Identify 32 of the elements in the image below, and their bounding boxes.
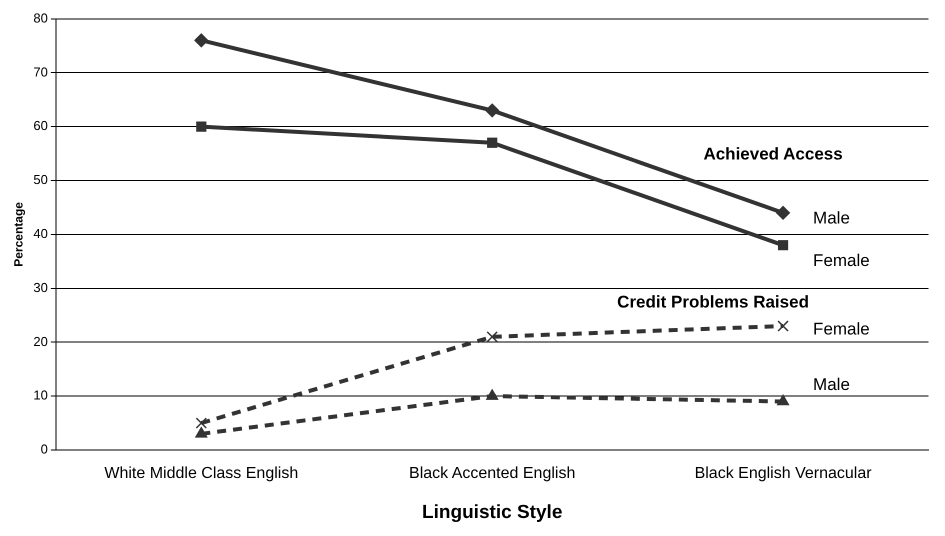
y-tick-label: 30: [33, 280, 48, 295]
series-label: Male: [813, 375, 850, 394]
y-tick-label: 60: [33, 118, 48, 134]
point: [485, 103, 500, 118]
y-axis-title: Percentage: [12, 202, 26, 267]
x-tick-label: White Middle Class English: [104, 465, 298, 482]
y-tick-label: 80: [33, 10, 48, 26]
point: [195, 426, 208, 438]
annotation: Credit Problems Raised: [617, 292, 809, 312]
point: [777, 320, 789, 332]
y-tick-label: 10: [33, 388, 48, 403]
y-tick-label: 70: [33, 64, 48, 80]
point: [776, 394, 790, 406]
x-axis-title: Linguistic Style: [422, 502, 562, 523]
point: [196, 122, 206, 132]
point: [487, 138, 498, 148]
point: [486, 389, 498, 400]
annotation: Achieved Access: [703, 144, 843, 164]
series-label: Female: [813, 250, 870, 270]
point: [778, 240, 788, 250]
point: [776, 206, 790, 220]
x-tick-label: Black English Vernacular: [694, 465, 872, 482]
y-tick-label: 40: [33, 226, 48, 241]
y-tick-label: 50: [33, 172, 48, 188]
x-tick-label: Black Accented English: [409, 465, 576, 482]
y-tick-label: 0: [40, 442, 48, 457]
point: [194, 33, 208, 48]
point: [196, 417, 207, 429]
series-label: Male: [813, 208, 850, 228]
series-label: Female: [813, 320, 870, 339]
y-tick-label: 20: [33, 334, 48, 349]
point: [486, 331, 498, 343]
